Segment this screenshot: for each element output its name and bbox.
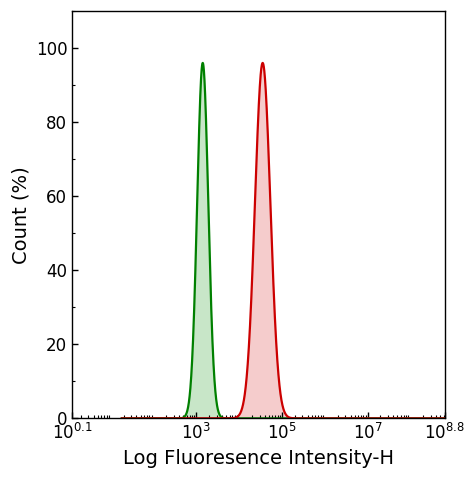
Y-axis label: Count (%): Count (%) [11,166,30,263]
X-axis label: Log Fluoresence Intensity-H: Log Fluoresence Intensity-H [123,449,394,468]
